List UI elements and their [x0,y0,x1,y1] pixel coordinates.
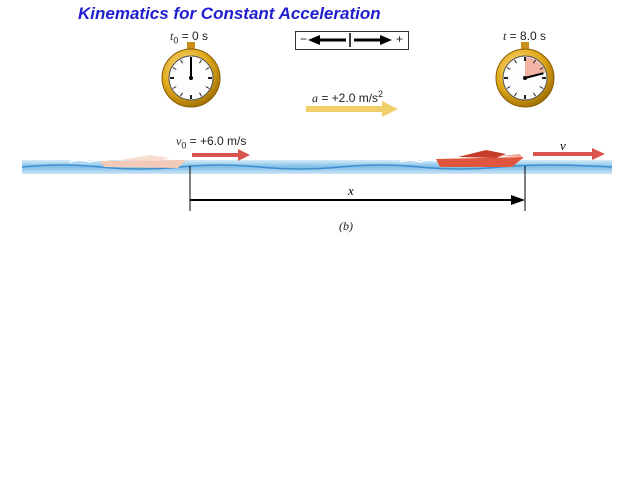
stopwatch-icon [161,42,221,108]
clock-tick [514,92,517,97]
clock-tick [172,67,177,70]
clock-tick [199,92,202,97]
boat-initial [100,155,186,168]
plus-sign: + [396,32,404,46]
clock-tick [172,86,177,89]
minus-sign: − [300,32,308,46]
clock-tick [180,59,183,64]
clock-tick [514,59,517,64]
clock-tick [533,92,536,97]
figure-caption: (b) [339,219,353,233]
stopwatch-icon [495,42,555,108]
initial-velocity-arrow [192,149,250,161]
acceleration-arrow [306,101,398,117]
clock-tick [539,67,544,70]
initial-velocity-label: v0 = +6.0 m/s [176,134,247,151]
start-time-label: t0 = 0 s [170,29,209,46]
displacement-label: x [348,183,354,198]
clock-tick [506,67,511,70]
clock-tick [533,59,536,64]
final-velocity-label: v [560,138,566,153]
clock-tick [199,59,202,64]
acceleration-label: a = +2.0 m/s2 [312,89,384,105]
clock-tick [506,86,511,89]
clock-tick [180,92,183,97]
end-time-label: t = 8.0 s [503,29,547,43]
final-velocity-arrow [533,148,605,160]
clock-tick [539,86,544,89]
clock-tick [205,86,210,89]
boat-final [436,150,524,167]
sign-arrows [308,33,392,47]
clock-tick [205,67,210,70]
page-title: Kinematics for Constant Acceleration [78,4,381,23]
